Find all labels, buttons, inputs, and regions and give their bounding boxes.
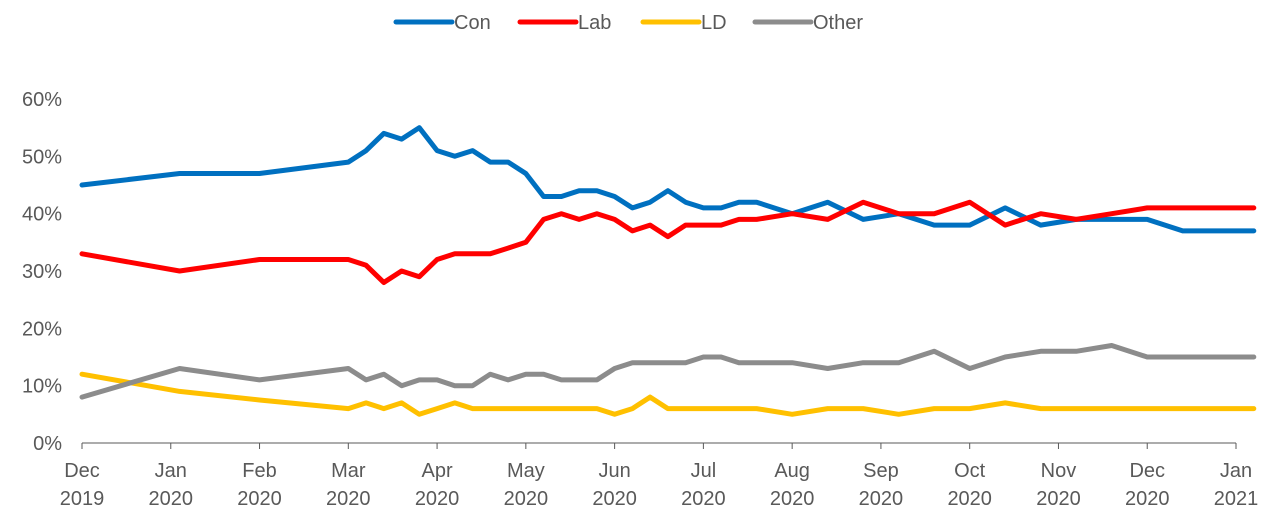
y-axis: 0% 10% 20% 30% 40% 50% 60% — [22, 89, 62, 455]
x-tick-label: Sep 2020 — [859, 460, 904, 509]
plot-area — [79, 125, 1257, 417]
x-tick-label: Dec 2020 — [1125, 460, 1170, 509]
x-tick-label: Jun 2020 — [592, 460, 637, 509]
y-tick-label: 60% — [22, 89, 62, 111]
x-tick-label: Feb 2020 — [237, 460, 282, 509]
x-tick-label: Jul 2020 — [681, 460, 726, 509]
x-tick-label: Jan 2020 — [149, 460, 194, 509]
legend-label: Con — [454, 12, 491, 34]
y-tick-label: 30% — [22, 261, 62, 283]
x-tick-label: Oct 2020 — [947, 460, 992, 509]
y-tick-label: 40% — [22, 204, 62, 226]
y-tick-label: 20% — [22, 318, 62, 340]
series-line-con — [79, 125, 1257, 234]
legend-item-con: Con — [393, 12, 491, 34]
y-tick-label: 10% — [22, 376, 62, 398]
legend-item-ld: LD — [640, 12, 727, 34]
legend-label: Other — [813, 12, 863, 34]
x-tick-label: May 2020 — [504, 460, 549, 509]
x-tick-label: Jan 2021 — [1214, 460, 1259, 509]
series-line-lab — [79, 199, 1257, 285]
x-tick-label: Mar 2020 — [326, 460, 371, 509]
x-tick-label: Dec 2019 — [60, 460, 105, 509]
x-tick-label: Aug 2020 — [770, 460, 815, 509]
legend-label: Lab — [578, 12, 611, 34]
y-tick-label: 0% — [33, 433, 62, 455]
x-tick-label: Nov 2020 — [1036, 460, 1081, 509]
x-tick-label: Apr 2020 — [415, 460, 460, 509]
series-line-other — [79, 343, 1257, 400]
legend: Con Lab LD Other — [393, 12, 863, 34]
legend-item-other: Other — [752, 12, 863, 34]
x-axis: Dec 2019 Jan 2020 Feb 2020 Mar 2020 Apr 2020 May 20… — [60, 442, 1259, 509]
y-tick-label: 50% — [22, 146, 62, 168]
legend-label: LD — [701, 12, 727, 34]
series-line-ld — [79, 371, 1257, 417]
legend-item-lab: Lab — [517, 12, 611, 34]
